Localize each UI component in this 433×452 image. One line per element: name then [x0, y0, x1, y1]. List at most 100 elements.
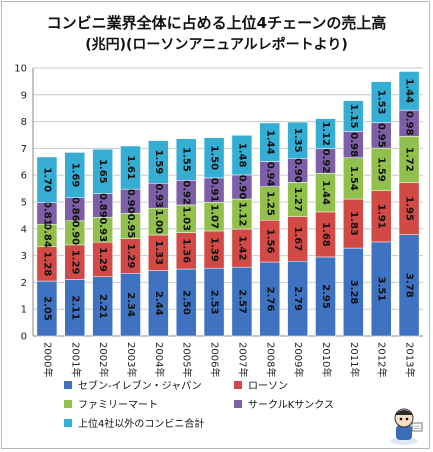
legend-item: サークルKサンクス [234, 396, 334, 411]
x-tick-label: 2008年 [264, 342, 277, 377]
bar-segment [203, 137, 225, 179]
data-label: 0.90 [236, 175, 247, 200]
data-label: 1.59 [153, 150, 164, 175]
data-label: 0.90 [69, 220, 80, 245]
data-label: 1.00 [153, 209, 164, 234]
legend-label: ファミリーマート [78, 400, 158, 411]
data-label: 1.27 [292, 187, 303, 212]
data-label: 0.81 [41, 201, 52, 226]
data-label: 3.28 [348, 280, 359, 305]
data-label: 0.89 [97, 193, 108, 218]
data-label: 1.29 [69, 250, 80, 275]
data-label: 0.94 [264, 162, 275, 187]
data-label: 0.90 [125, 189, 136, 214]
x-tick-label: 2002年 [97, 342, 110, 377]
y-tick-label: 3 [21, 251, 27, 262]
data-label: 2.57 [236, 289, 247, 314]
data-label: 1.50 [209, 145, 220, 170]
x-tick-label: 2003年 [125, 342, 138, 377]
data-label: 2.34 [125, 292, 136, 317]
legend-item: セブン-イレブン・ジャパン [64, 377, 202, 392]
legend-swatch [64, 380, 72, 389]
data-label: 1.53 [376, 90, 387, 115]
data-label: 1.83 [348, 211, 359, 236]
legend-item: 上位4社以外のコンビニ合計 [64, 415, 204, 430]
legend-label: 上位4社以外のコンビニ合計 [78, 419, 205, 430]
data-label: 0.90 [292, 158, 303, 183]
data-label: 1.03 [181, 206, 192, 231]
y-tick-label: 10 [14, 64, 27, 75]
x-tick-label: 2012年 [376, 342, 389, 377]
x-tick-label: 2006年 [209, 342, 222, 377]
data-label: 0.93 [153, 183, 164, 208]
y-tick-label: 6 [21, 171, 27, 182]
data-label: 0.95 [376, 123, 387, 148]
data-label: 1.44 [320, 180, 331, 205]
data-label: 1.55 [181, 147, 192, 172]
data-label: 1.42 [236, 236, 247, 261]
chart-legend: セブン-イレブン・ジャパン ローソンファミリーマート サークルKサンクス上位4社以外… [64, 377, 364, 441]
y-tick-label: 8 [21, 117, 27, 128]
bar-segment [92, 148, 113, 194]
data-label: 1.69 [69, 163, 80, 188]
data-label: 1.36 [181, 238, 192, 263]
x-tick-label: 2013年 [404, 342, 417, 377]
data-label: 1.44 [404, 78, 415, 103]
data-label: 3.78 [404, 273, 415, 298]
legend-swatch [234, 380, 242, 389]
x-tick-label: 2004年 [153, 342, 166, 377]
data-label: 1.12 [236, 202, 247, 227]
data-label: 3.51 [376, 277, 387, 302]
x-tick-label: 2009年 [292, 342, 305, 377]
y-tick-label: 9 [21, 90, 27, 101]
chart-title: コンビニ業界全体に占める上位4チェーンの売上高 [46, 14, 387, 32]
bar-segment [315, 118, 336, 149]
data-label: 2.44 [153, 291, 164, 316]
bar-segment [259, 122, 281, 162]
cartoon-mascot-icon [390, 408, 423, 445]
y-tick-label: 7 [21, 144, 27, 155]
data-label: 2.53 [209, 290, 220, 315]
legend-label: サークルKサンクス [248, 400, 334, 411]
data-label: 1.29 [97, 247, 108, 272]
data-label: 0.86 [69, 197, 80, 222]
data-label: 1.54 [348, 166, 359, 191]
x-tick-label: 2011年 [348, 342, 361, 377]
data-label: 2.50 [181, 290, 192, 315]
data-label: 1.68 [320, 222, 331, 247]
bar-segment [287, 121, 308, 159]
data-label: 0.92 [181, 180, 192, 205]
data-label: 0.92 [320, 149, 331, 174]
x-tick-label: 2000年 [41, 342, 54, 377]
data-label: 0.91 [209, 178, 220, 203]
bar-segment [148, 140, 169, 184]
data-label: 1.70 [41, 167, 52, 192]
data-label: 2.05 [41, 296, 52, 321]
y-tick-label: 5 [21, 198, 27, 209]
bar-segment [64, 152, 86, 198]
data-label: 0.84 [41, 223, 52, 248]
data-label: 1.65 [97, 159, 108, 184]
y-tick-label: 2 [21, 278, 27, 289]
data-label: 1.59 [376, 157, 387, 182]
legend-label: セブン-イレブン・ジャパン [78, 381, 202, 392]
data-label: 1.29 [125, 244, 136, 269]
data-label: 1.12 [320, 121, 331, 146]
data-label: 2.21 [97, 294, 108, 319]
data-label: 2.79 [292, 286, 303, 311]
data-label: 2.95 [320, 284, 331, 309]
bar-segment [398, 71, 420, 111]
data-label: 1.91 [376, 204, 387, 229]
data-label: 1.95 [404, 196, 415, 221]
data-label: 1.72 [404, 147, 415, 172]
legend-swatch [64, 399, 72, 408]
y-tick-label: 4 [21, 224, 27, 235]
x-tick-label: 2005年 [181, 342, 194, 377]
legend-item: ローソン [234, 377, 288, 392]
data-label: 1.35 [292, 128, 303, 153]
legend-label: ローソン [248, 381, 288, 392]
data-label: 2.11 [69, 295, 80, 320]
data-label: 0.95 [125, 214, 136, 239]
x-tick-label: 2007年 [236, 342, 249, 377]
